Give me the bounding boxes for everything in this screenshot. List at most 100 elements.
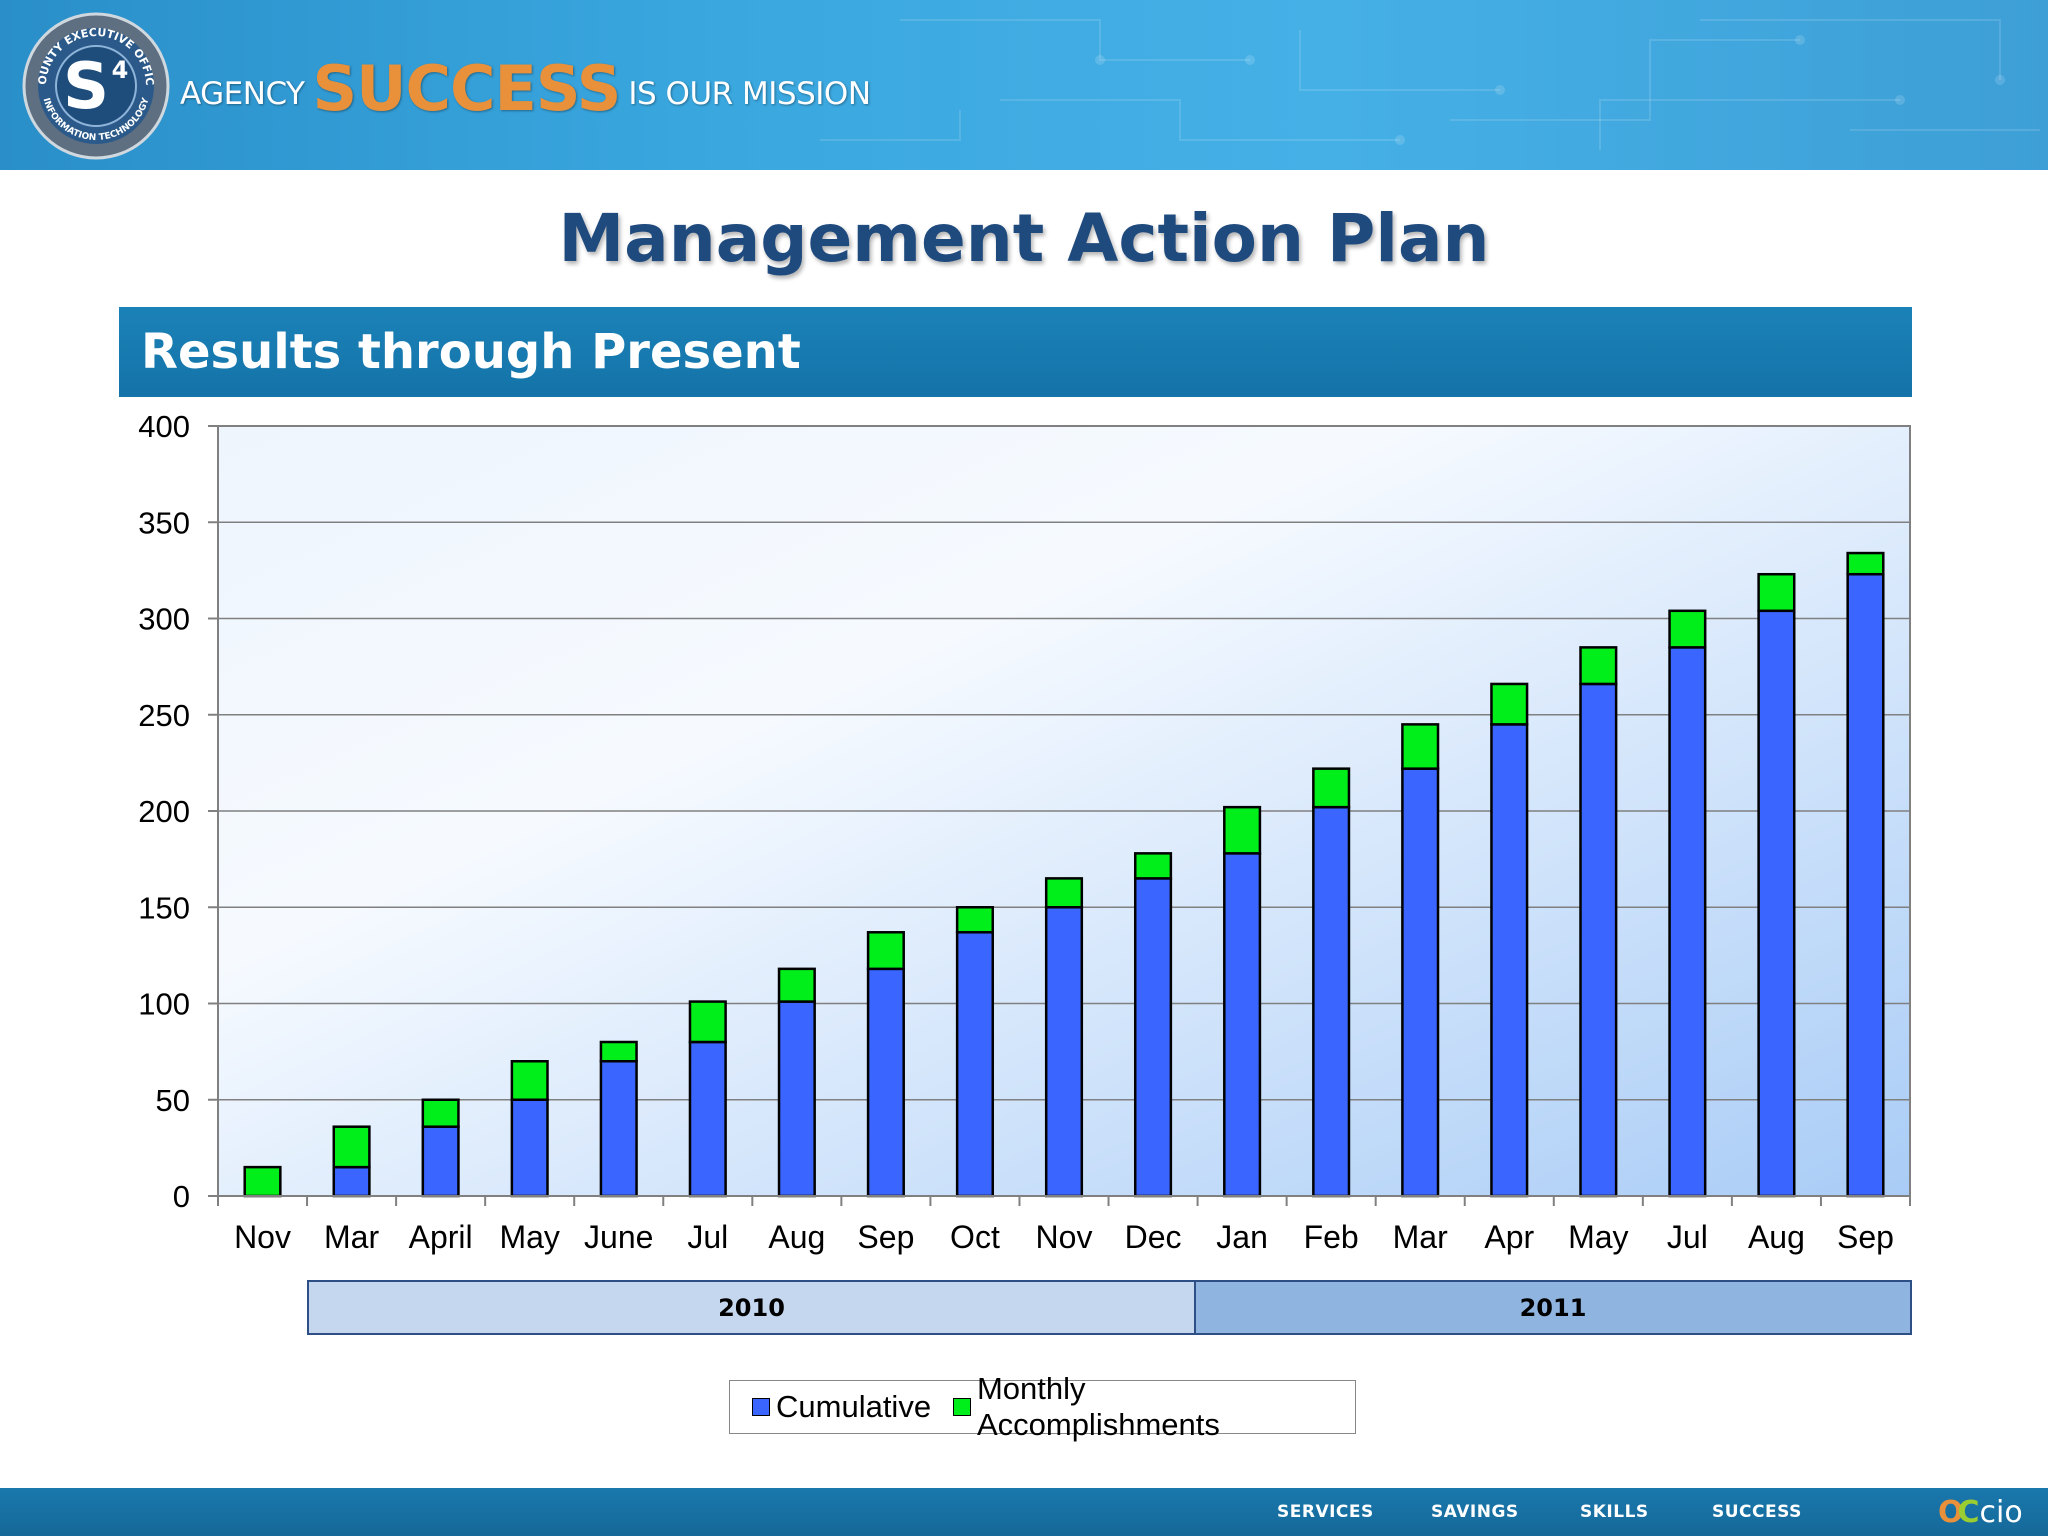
bar-monthly (1490, 682, 1529, 726)
tagline-prefix: AGENCY (180, 76, 305, 112)
section-title: Results through Present (119, 307, 1912, 397)
legend-swatch-monthly (953, 1398, 971, 1416)
bar-monthly (1223, 805, 1262, 855)
ocio-logo-o: O (1938, 1494, 1964, 1530)
legend-swatch-cumulative (752, 1398, 770, 1416)
bar-cumulative (1401, 767, 1440, 1198)
x-tick-label: Mar (1393, 1219, 1448, 1255)
x-tick-label: Aug (768, 1219, 825, 1255)
bar-monthly (332, 1125, 371, 1169)
x-tick-labels: Nov Mar April May June Jul Aug Sep Oct Nov Dec Jan F… (234, 1219, 1894, 1255)
bar-cumulative (1846, 572, 1885, 1198)
y-tick-labels: 0 50 100 150 200 250 300 350 400 (138, 409, 190, 1214)
bar-cumulative (1044, 906, 1084, 1198)
bar-monthly (1579, 646, 1618, 686)
y-tick-label: 200 (138, 794, 190, 829)
bar-cumulative (1133, 877, 1173, 1198)
legend-label-monthly: Monthly Accomplishments (976, 1371, 1220, 1442)
bar-cumulative (1312, 805, 1351, 1198)
stacked-bar-chart: 0 50 100 150 200 250 300 350 400 Nov Mar April May J… (138, 409, 1911, 1255)
bar-cumulative (866, 967, 905, 1198)
bar-cumulative (1668, 646, 1707, 1198)
ocio-logo-rest: cio (1979, 1494, 2023, 1530)
x-tick-label: Mar (324, 1219, 379, 1255)
x-tick-label: Nov (234, 1219, 291, 1255)
legend-item-monthly: Monthly Accomplishments (953, 1371, 1333, 1443)
y-tick-label: 150 (138, 890, 190, 925)
bar-monthly (1757, 572, 1796, 613)
bar-cumulative (688, 1040, 727, 1198)
bar-monthly (955, 906, 995, 934)
x-tick-label: May (1568, 1219, 1628, 1255)
legend-label-cumulative: Cumulative (776, 1389, 932, 1424)
footer-nav-success[interactable]: SUCCESS (1712, 1502, 1802, 1522)
x-tick-label: Jul (1667, 1219, 1708, 1255)
bar-monthly (688, 1000, 727, 1044)
x-tick-label: Apr (1484, 1219, 1534, 1255)
bar-monthly (1044, 877, 1084, 909)
chart-legend: Cumulative Monthly Accomplishments (729, 1371, 1356, 1442)
footer-bar: SERVICES SAVINGS SKILLS SUCCESS O C cio (0, 1488, 2048, 1536)
slide-title: Management Action Plan (558, 200, 1490, 277)
y-tick-label: 400 (138, 409, 190, 444)
bar-cumulative (1579, 682, 1618, 1198)
logo-superscript: 4 (112, 56, 129, 84)
bar-cumulative (421, 1125, 460, 1198)
legend-item-cumulative: Cumulative (752, 1389, 931, 1425)
tagline-suffix: IS OUR MISSION (628, 76, 871, 112)
x-tick-label: June (584, 1219, 653, 1255)
y-tick-label: 50 (156, 1083, 190, 1118)
bar-monthly (510, 1060, 549, 1101)
cio-logo: COUNTY EXECUTIVE OFFICE INFORMATION TECH… (22, 12, 170, 160)
bar-cumulative (777, 1000, 816, 1198)
bar-cumulative (599, 1060, 638, 1198)
bar-cumulative (1223, 852, 1262, 1198)
bar-monthly (599, 1040, 638, 1063)
bar-monthly (866, 931, 905, 971)
x-tick-label: May (499, 1219, 559, 1255)
x-tick-label: Jan (1216, 1219, 1268, 1255)
y-tick-label: 100 (138, 987, 190, 1022)
y-tick-label: 300 (138, 602, 190, 637)
tagline-emphasis: SUCCESS (312, 52, 622, 125)
tagline: AGENCY SUCCESS IS OUR MISSION (180, 40, 871, 120)
year-group-2010: 2010 (309, 1282, 1196, 1333)
ocio-logo-c: C (1957, 1494, 1980, 1530)
bar-monthly (1668, 609, 1707, 649)
bar-monthly (1846, 551, 1885, 576)
year-group-2011: 2011 (1196, 1282, 1910, 1333)
bar-cumulative (1757, 609, 1796, 1198)
x-tick-label: Jul (687, 1219, 728, 1255)
bar-cumulative (955, 931, 995, 1198)
logo-mark: S (63, 50, 109, 124)
year-groups: 2010 2011 (307, 1280, 1912, 1335)
bar-cumulative (510, 1098, 549, 1198)
header-banner: COUNTY EXECUTIVE OFFICE INFORMATION TECH… (0, 0, 2048, 170)
x-tick-label: Oct (950, 1219, 1000, 1255)
bars (243, 551, 1885, 1198)
bar-monthly (243, 1165, 282, 1198)
axes (208, 425, 1911, 1206)
bar-monthly (777, 967, 816, 1003)
x-tick-label: Sep (1837, 1219, 1894, 1255)
bar-monthly (1312, 767, 1351, 809)
x-tick-label: Sep (857, 1219, 914, 1255)
circuit-pattern (820, 19, 2040, 150)
x-tick-label: Nov (1036, 1219, 1093, 1255)
footer-nav-services[interactable]: SERVICES (1277, 1502, 1374, 1522)
bar-monthly (1133, 852, 1173, 880)
y-tick-label: 0 (173, 1179, 190, 1214)
footer-nav-savings[interactable]: SAVINGS (1431, 1502, 1519, 1522)
footer-nav-skills[interactable]: SKILLS (1580, 1502, 1649, 1522)
y-tick-label: 350 (138, 505, 190, 540)
bar-cumulative (1490, 723, 1529, 1198)
x-tick-label: Dec (1125, 1219, 1182, 1255)
x-tick-label: April (409, 1219, 473, 1255)
bar-monthly (1401, 723, 1440, 770)
x-tick-label: Aug (1748, 1219, 1805, 1255)
x-tick-label: Feb (1304, 1219, 1359, 1255)
bar-monthly (421, 1098, 460, 1128)
y-tick-label: 250 (138, 698, 190, 733)
bar-cumulative (332, 1165, 371, 1198)
ocio-logo: O C cio (1938, 1492, 2023, 1532)
